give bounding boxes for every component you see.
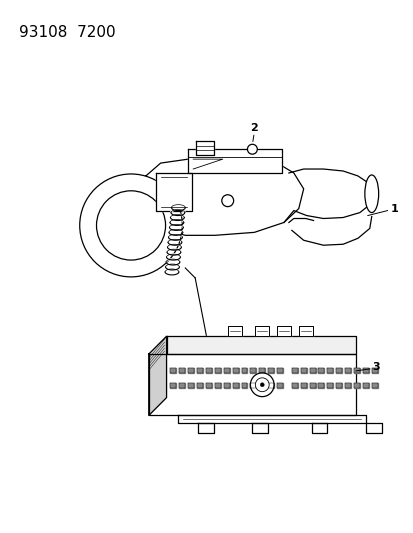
Polygon shape [353, 383, 359, 387]
Polygon shape [140, 158, 303, 236]
Polygon shape [335, 383, 341, 387]
Polygon shape [300, 368, 306, 373]
Circle shape [250, 373, 273, 397]
Polygon shape [179, 368, 185, 373]
Polygon shape [155, 173, 192, 211]
Polygon shape [148, 336, 166, 415]
Polygon shape [188, 149, 281, 173]
Polygon shape [283, 169, 372, 222]
Polygon shape [276, 326, 290, 336]
Polygon shape [362, 383, 368, 387]
Polygon shape [259, 368, 265, 373]
Circle shape [80, 174, 182, 277]
Polygon shape [188, 383, 194, 387]
Polygon shape [198, 423, 214, 433]
Polygon shape [327, 383, 332, 387]
Polygon shape [255, 326, 268, 336]
Polygon shape [259, 383, 265, 387]
Polygon shape [309, 383, 315, 387]
Polygon shape [252, 423, 268, 433]
Polygon shape [223, 368, 229, 373]
Polygon shape [179, 383, 185, 387]
Polygon shape [197, 368, 202, 373]
Polygon shape [300, 383, 306, 387]
Circle shape [255, 378, 268, 392]
Polygon shape [206, 383, 211, 387]
Polygon shape [335, 368, 341, 373]
Polygon shape [232, 368, 238, 373]
Polygon shape [318, 383, 324, 387]
Polygon shape [276, 368, 282, 373]
Circle shape [247, 144, 257, 154]
Polygon shape [214, 368, 220, 373]
Polygon shape [268, 383, 273, 387]
Polygon shape [166, 336, 355, 354]
Polygon shape [318, 368, 324, 373]
Polygon shape [365, 423, 381, 433]
Polygon shape [344, 383, 350, 387]
Polygon shape [170, 383, 176, 387]
Polygon shape [291, 383, 297, 387]
Text: 3: 3 [372, 362, 380, 372]
Polygon shape [196, 141, 214, 155]
Text: 93108  7200: 93108 7200 [19, 25, 115, 39]
Polygon shape [197, 383, 202, 387]
Polygon shape [309, 368, 315, 373]
Polygon shape [344, 368, 350, 373]
Polygon shape [178, 415, 365, 423]
Polygon shape [371, 383, 377, 387]
Text: 1: 1 [389, 204, 397, 214]
Polygon shape [214, 383, 220, 387]
Polygon shape [362, 368, 368, 373]
Circle shape [260, 383, 263, 387]
Polygon shape [223, 383, 229, 387]
Polygon shape [148, 354, 355, 415]
Polygon shape [327, 368, 332, 373]
Polygon shape [291, 368, 297, 373]
Polygon shape [241, 383, 247, 387]
Polygon shape [188, 368, 194, 373]
Polygon shape [250, 383, 256, 387]
Polygon shape [250, 368, 256, 373]
Polygon shape [298, 326, 312, 336]
Polygon shape [227, 326, 241, 336]
Circle shape [96, 191, 165, 260]
Polygon shape [311, 423, 327, 433]
Ellipse shape [364, 175, 378, 213]
Polygon shape [268, 368, 273, 373]
Polygon shape [276, 383, 282, 387]
Polygon shape [206, 368, 211, 373]
Polygon shape [371, 368, 377, 373]
Polygon shape [170, 368, 176, 373]
Text: 2: 2 [250, 124, 258, 133]
Polygon shape [241, 368, 247, 373]
Circle shape [221, 195, 233, 207]
Polygon shape [232, 383, 238, 387]
Polygon shape [353, 368, 359, 373]
